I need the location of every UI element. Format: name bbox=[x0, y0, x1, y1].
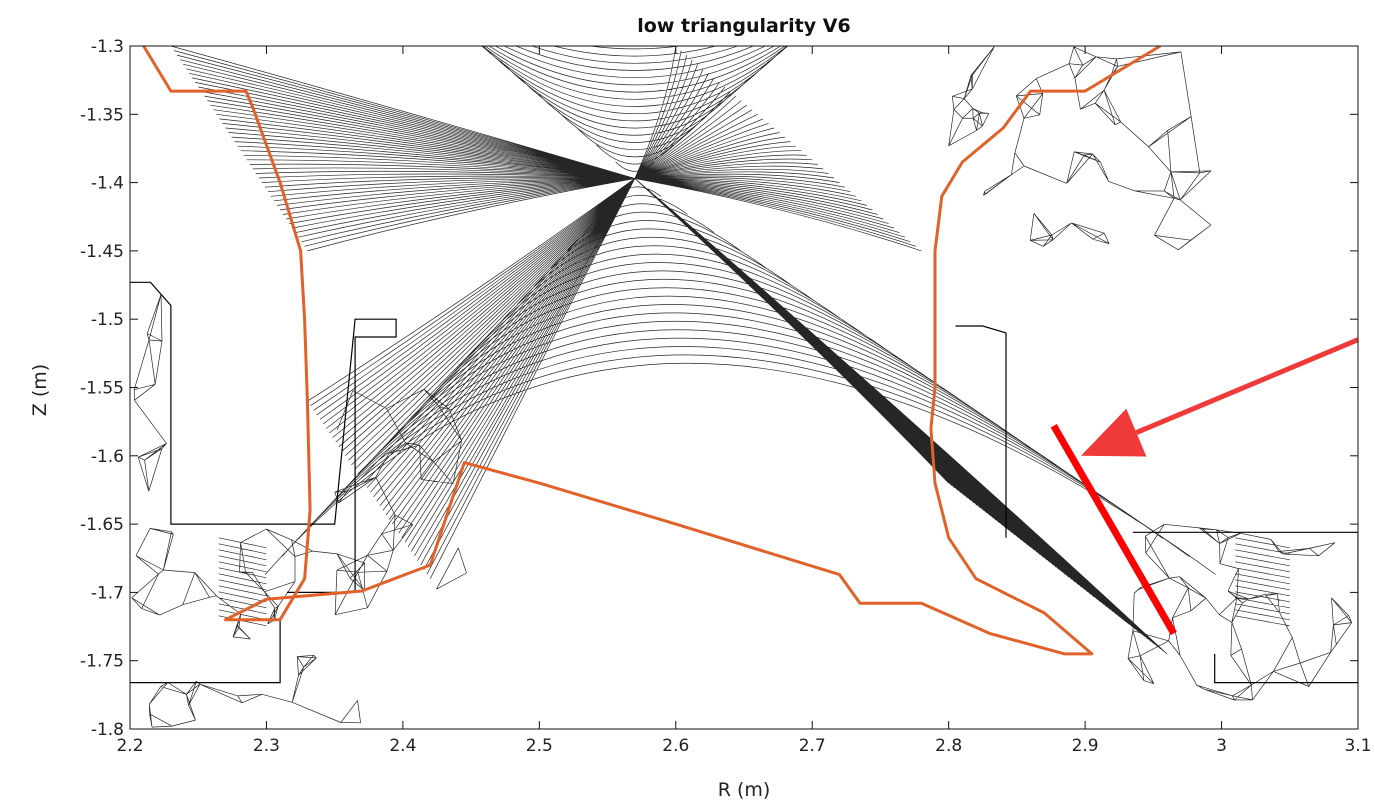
y-tick-label: -1.65 bbox=[80, 515, 124, 535]
x-tick-label: 2.6 bbox=[662, 736, 689, 756]
y-tick-label: -1.75 bbox=[80, 652, 124, 672]
x-axis-ticks: 2.2 2.3 2.4 2.5 2.6 2.7 2.8 2.9 3 3.1 bbox=[116, 46, 1372, 756]
y-tick-label: -1.35 bbox=[80, 105, 124, 125]
x-tick-label: 2.4 bbox=[389, 736, 416, 756]
x-tick-label: 2.7 bbox=[799, 736, 826, 756]
y-tick-label: -1.8 bbox=[91, 720, 124, 740]
y-tick-label: -1.4 bbox=[91, 174, 124, 194]
plot-area bbox=[130, 46, 1358, 728]
x-tick-label: 2.8 bbox=[935, 736, 962, 756]
y-axis-label: Z (m) bbox=[29, 364, 51, 416]
y-tick-label: -1.55 bbox=[80, 379, 124, 399]
x-axis-label: R (m) bbox=[718, 779, 771, 801]
arrow-head bbox=[1081, 408, 1147, 457]
y-tick-label: -1.5 bbox=[91, 310, 124, 330]
structure-outline bbox=[130, 619, 281, 684]
structure-lines bbox=[130, 281, 1358, 684]
y-tick-label: -1.45 bbox=[80, 242, 124, 262]
wall-outline bbox=[142, 46, 1161, 656]
structure-outline bbox=[130, 281, 397, 594]
highlighted-segment bbox=[1050, 423, 1177, 636]
annotation-arrow bbox=[1081, 337, 1359, 457]
structure-outline bbox=[1132, 531, 1358, 684]
arrow-shaft bbox=[1135, 337, 1359, 435]
chart-title: low triangularity V6 bbox=[637, 15, 850, 37]
x-tick-label: 3.1 bbox=[1344, 736, 1371, 756]
y-tick-label: -1.3 bbox=[91, 37, 124, 57]
x-tick-label: 3 bbox=[1216, 736, 1227, 756]
x-tick-label: 2.2 bbox=[116, 736, 143, 756]
x-tick-label: 2.5 bbox=[526, 736, 553, 756]
x-tick-label: 2.9 bbox=[1072, 736, 1099, 756]
structure-outline bbox=[955, 325, 1007, 538]
y-tick-label: -1.7 bbox=[91, 583, 124, 603]
y-tick-label: -1.6 bbox=[91, 447, 124, 467]
y-axis-ticks: -1.3 -1.35 -1.4 -1.45 -1.5 -1.55 -1.6 -1.65 -1.7… bbox=[80, 37, 1358, 740]
x-tick-label: 2.3 bbox=[253, 736, 280, 756]
